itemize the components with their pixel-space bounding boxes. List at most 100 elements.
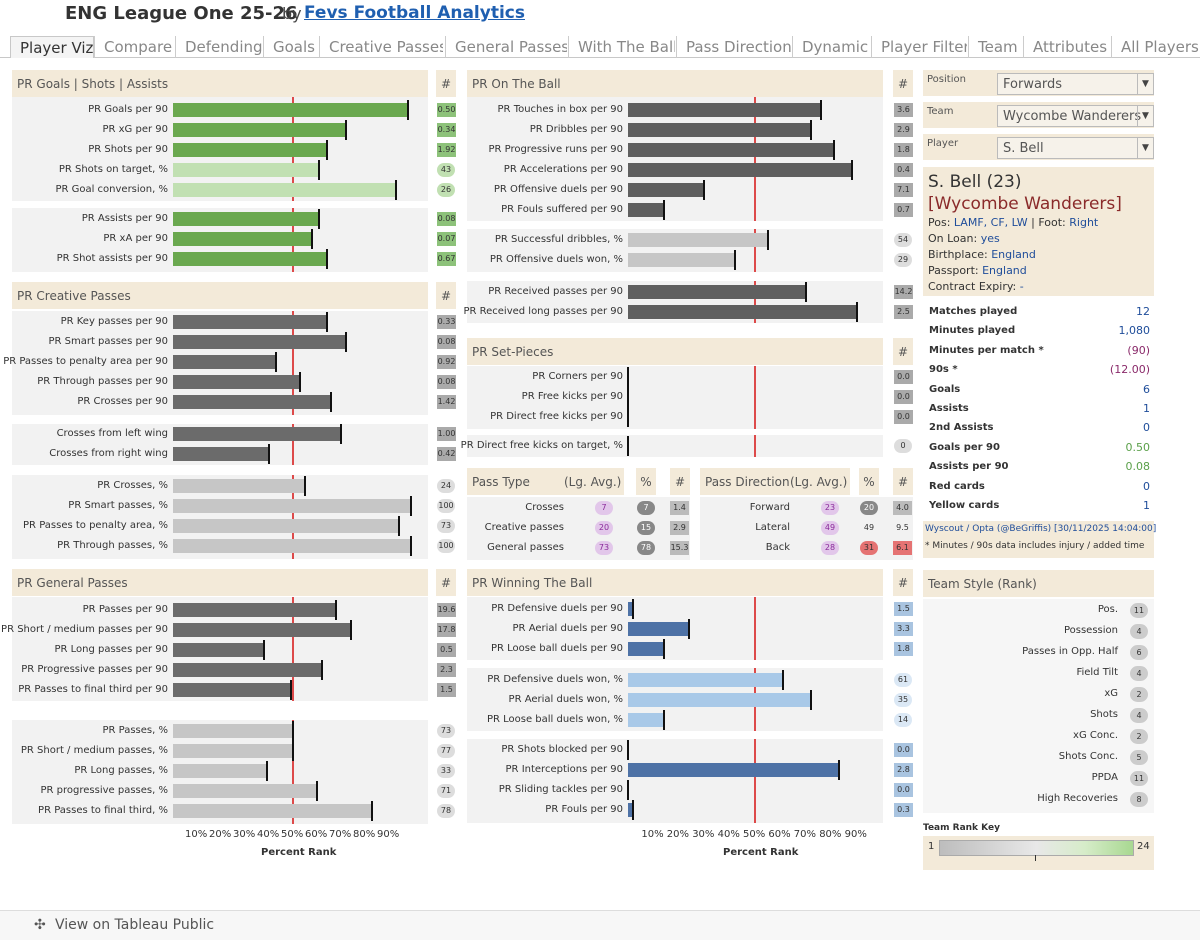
author-link[interactable]: Fevs Football Analytics	[304, 3, 525, 23]
stat-value: 6	[1143, 382, 1150, 396]
team-label: Team	[927, 106, 954, 117]
x-tick-label: 80%	[819, 829, 842, 840]
percent-rank-bar[interactable]	[173, 519, 399, 533]
metric-value: 19.6	[437, 603, 456, 617]
percent-rank-bar[interactable]	[173, 784, 317, 798]
pass-row-label: Lateral	[755, 522, 790, 533]
percent-rank-bar[interactable]	[628, 803, 634, 817]
team-style-label: Shots	[1090, 709, 1118, 720]
percent-rank-bar[interactable]	[628, 305, 857, 319]
percent-rank-bar[interactable]	[173, 212, 320, 226]
percent-rank-bar[interactable]	[628, 103, 822, 117]
percent-rank-bar[interactable]	[628, 203, 664, 217]
metric-value: 35	[894, 693, 912, 707]
percent-rank-bar[interactable]	[628, 713, 664, 727]
percent-rank-bar[interactable]	[173, 183, 397, 197]
tab-creative-passes[interactable]: Creative Passes	[319, 36, 443, 58]
pass_direction-value-header: #	[893, 468, 913, 495]
percent-rank-marker	[304, 476, 306, 496]
metric-value: 33	[437, 764, 455, 778]
percent-rank-bar[interactable]	[173, 355, 277, 369]
team-style-label: Passes in Opp. Half	[1022, 646, 1118, 657]
percent-rank-bar[interactable]	[628, 123, 811, 137]
value-column-header: #	[436, 70, 456, 97]
percent-rank-bar[interactable]	[628, 763, 839, 777]
metric-value: 29	[894, 253, 912, 267]
percent-rank-bar[interactable]	[173, 143, 327, 157]
stat-label: Yellow cards	[929, 500, 1000, 511]
percent-rank-bar[interactable]	[628, 233, 768, 247]
chart-title: PR Goals | Shots | Assists	[12, 70, 428, 97]
tab-compare[interactable]: Compare	[94, 36, 174, 58]
percent-rank-bar[interactable]	[173, 804, 373, 818]
tab-with-the-ball[interactable]: With The Ball	[568, 36, 675, 58]
tab-attributes[interactable]: Attributes	[1023, 36, 1110, 58]
tab-dynamic[interactable]: Dynamic	[792, 36, 870, 58]
percent-rank-bar[interactable]	[173, 123, 346, 137]
percent-rank-bar[interactable]	[173, 623, 351, 637]
stat-row: Minutes per match * (90)	[923, 342, 1154, 361]
position-dropdown[interactable]: Forwards ▼	[997, 73, 1154, 95]
metric-label: PR Smart passes, %	[68, 500, 168, 511]
percent-rank-bar[interactable]	[173, 499, 411, 513]
metric-value: 0.4	[894, 163, 913, 177]
percent-rank-marker	[292, 721, 294, 741]
tab-team[interactable]: Team	[968, 36, 1022, 58]
metric-value: 2.3	[437, 663, 456, 677]
percent-rank-bar[interactable]	[628, 673, 783, 687]
metric-label: PR Shots blocked per 90	[501, 744, 623, 755]
percent-rank-bar[interactable]	[628, 285, 806, 299]
team-dropdown[interactable]: Wycombe Wanderers ▼	[997, 105, 1154, 127]
player-percentage: 7	[637, 501, 655, 515]
percent-rank-bar[interactable]	[173, 603, 337, 617]
tab-pass-direction[interactable]: Pass Direction	[676, 36, 792, 58]
percent-rank-bar[interactable]	[173, 643, 265, 657]
percent-rank-bar[interactable]	[628, 693, 811, 707]
metric-label: PR Progressive passes per 90	[21, 664, 168, 675]
percent-rank-bar[interactable]	[628, 183, 705, 197]
percent-rank-bar[interactable]	[173, 375, 301, 389]
percent-rank-bar[interactable]	[628, 602, 634, 616]
percent-rank-bar[interactable]	[173, 744, 293, 758]
percent-rank-bar[interactable]	[173, 335, 346, 349]
percent-rank-bar[interactable]	[173, 103, 409, 117]
percent-rank-marker	[325, 249, 328, 269]
player-dropdown[interactable]: S. Bell ▼	[997, 137, 1154, 159]
percent-rank-bar[interactable]	[628, 143, 834, 157]
percent-rank-bar[interactable]	[173, 447, 269, 461]
percent-rank-bar[interactable]	[628, 622, 689, 636]
tab-all-players[interactable]: All Players	[1111, 36, 1200, 58]
tab-defending[interactable]: Defending	[175, 36, 262, 58]
percent-rank-bar[interactable]	[628, 163, 852, 177]
percent-rank-bar[interactable]	[173, 163, 320, 177]
percent-rank-bar[interactable]	[173, 479, 305, 493]
tab-general-passes[interactable]: General Passes	[445, 36, 567, 58]
percent-rank-bar[interactable]	[173, 315, 327, 329]
metric-label: Crosses from left wing	[56, 428, 168, 439]
percent-rank-bar[interactable]	[173, 663, 322, 677]
chart-bg	[467, 739, 883, 823]
tab-player-viz[interactable]: Player Viz	[10, 36, 94, 58]
percent-rank-bar[interactable]	[173, 764, 267, 778]
percent-rank-bar[interactable]	[173, 427, 341, 441]
metric-value: 0.7	[894, 203, 913, 217]
percent-rank-bar[interactable]	[173, 395, 332, 409]
view-on-tableau-link[interactable]: View on Tableau Public	[55, 917, 215, 933]
percent-rank-bar[interactable]	[173, 683, 291, 697]
tab-player-filter[interactable]: Player Filter	[871, 36, 967, 58]
percent-rank-marker	[809, 690, 812, 710]
tab-goals[interactable]: Goals	[263, 36, 318, 58]
percent-rank-bar[interactable]	[173, 724, 293, 738]
source-line[interactable]: Wyscout / Opta (@BeGriffis) [30/11/2025 …	[925, 524, 1157, 534]
percent-rank-bar[interactable]	[173, 252, 327, 266]
rank-key-max: 24	[1137, 841, 1150, 852]
metric-label: PR Received passes per 90	[488, 286, 623, 297]
percent-rank-bar[interactable]	[173, 232, 313, 246]
percent-rank-bar[interactable]	[173, 539, 411, 553]
chart-title: PR On The Ball	[467, 70, 883, 97]
percent-rank-bar[interactable]	[628, 253, 735, 267]
metric-label: PR progressive passes, %	[40, 785, 168, 796]
percent-rank-bar[interactable]	[628, 642, 664, 656]
position-label: Position	[927, 74, 966, 85]
stat-label: Minutes per match *	[929, 344, 1044, 356]
